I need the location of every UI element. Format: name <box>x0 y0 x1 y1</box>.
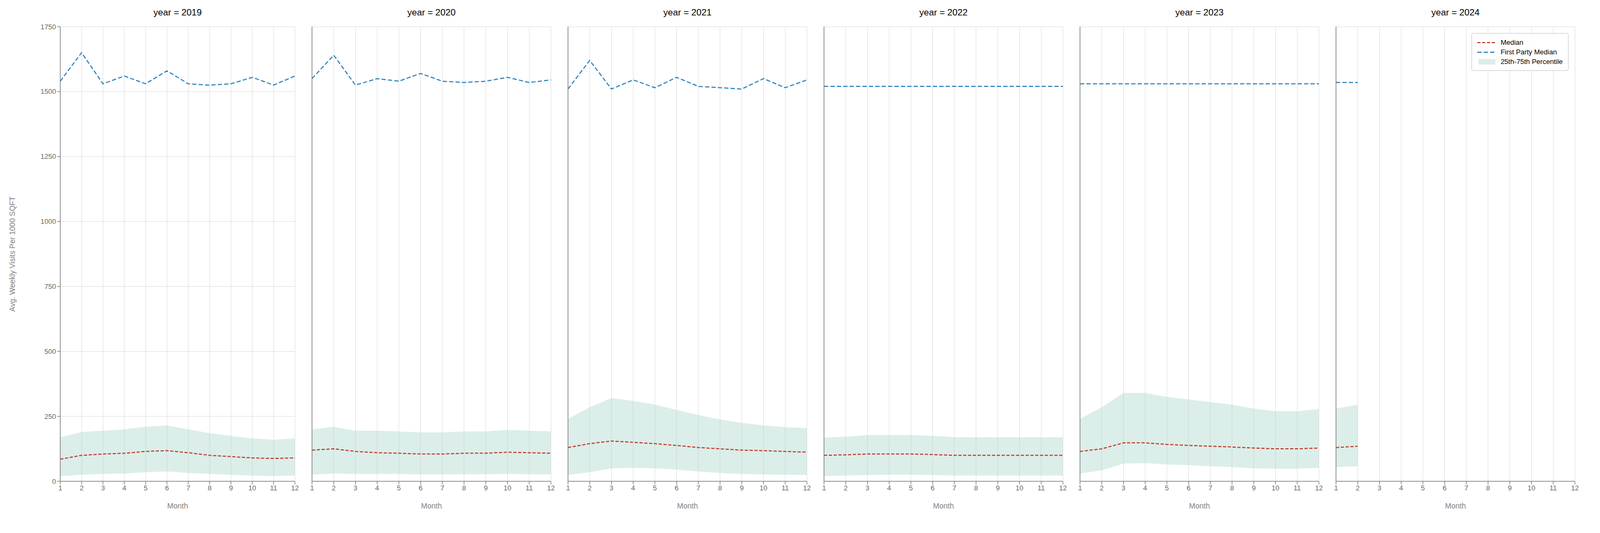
svg-text:10: 10 <box>1527 484 1535 493</box>
svg-text:9: 9 <box>1507 484 1512 493</box>
svg-text:750: 750 <box>44 282 56 291</box>
svg-text:2: 2 <box>79 484 84 493</box>
svg-text:2: 2 <box>331 484 336 493</box>
svg-text:11: 11 <box>781 484 790 493</box>
svg-text:9: 9 <box>1251 484 1256 493</box>
svg-text:Month: Month <box>167 501 189 511</box>
svg-text:2: 2 <box>587 484 592 493</box>
svg-text:5: 5 <box>1420 484 1425 493</box>
svg-text:3: 3 <box>1377 484 1382 493</box>
svg-text:4: 4 <box>375 484 380 493</box>
svg-text:8: 8 <box>461 484 466 493</box>
svg-text:500: 500 <box>44 347 56 356</box>
html-text:First Party Median: First Party Median <box>1500 48 1557 56</box>
svg-text:1: 1 <box>1077 484 1082 493</box>
svg-text:12: 12 <box>1315 484 1323 493</box>
svg-text:8: 8 <box>1485 484 1490 493</box>
svg-text:9: 9 <box>995 484 1000 493</box>
svg-text:10: 10 <box>1271 484 1279 493</box>
svg-text:2: 2 <box>1099 484 1104 493</box>
svg-text:6: 6 <box>1186 484 1191 493</box>
svg-text:1500: 1500 <box>40 87 56 96</box>
svg-text:3: 3 <box>100 484 105 493</box>
svg-text:5: 5 <box>143 484 148 493</box>
svg-text:7: 7 <box>1208 484 1213 493</box>
svg-text:8: 8 <box>717 484 722 493</box>
svg-text:9: 9 <box>483 484 488 493</box>
svg-text:0: 0 <box>52 477 56 486</box>
html-text:year = 2024: year = 2024 <box>1431 7 1480 18</box>
svg-text:5: 5 <box>908 484 913 493</box>
svg-text:1: 1 <box>821 484 826 493</box>
svg-text:5: 5 <box>652 484 657 493</box>
svg-text:1000: 1000 <box>40 217 56 226</box>
svg-text:7: 7 <box>186 484 190 493</box>
svg-text:1: 1 <box>309 484 314 493</box>
svg-text:9: 9 <box>739 484 744 493</box>
svg-text:8: 8 <box>1229 484 1234 493</box>
svg-text:10: 10 <box>503 484 511 493</box>
svg-text:10: 10 <box>759 484 767 493</box>
svg-text:10: 10 <box>248 484 256 493</box>
svg-text:250: 250 <box>44 412 56 421</box>
svg-text:1750: 1750 <box>40 22 56 31</box>
svg-text:11: 11 <box>1037 484 1046 493</box>
svg-text:5: 5 <box>1164 484 1169 493</box>
svg-text:7: 7 <box>952 484 957 493</box>
svg-text:12: 12 <box>1059 484 1067 493</box>
svg-text:11: 11 <box>269 484 278 493</box>
svg-text:4: 4 <box>1399 484 1404 493</box>
svg-text:3: 3 <box>1121 484 1126 493</box>
svg-text:12: 12 <box>547 484 555 493</box>
svg-text:4: 4 <box>122 484 126 493</box>
svg-text:1: 1 <box>565 484 570 493</box>
svg-text:7: 7 <box>696 484 701 493</box>
svg-text:4: 4 <box>1143 484 1148 493</box>
svg-text:7: 7 <box>440 484 445 493</box>
svg-text:6: 6 <box>164 484 169 493</box>
html-text:year = 2020: year = 2020 <box>407 7 456 18</box>
svg-text:6: 6 <box>674 484 679 493</box>
svg-text:9: 9 <box>228 484 233 493</box>
svg-text:12: 12 <box>1571 484 1579 493</box>
html-text:year = 2019: year = 2019 <box>153 7 202 18</box>
svg-text:12: 12 <box>803 484 811 493</box>
html-text:year = 2021: year = 2021 <box>663 7 712 18</box>
svg-text:2: 2 <box>843 484 848 493</box>
svg-text:3: 3 <box>865 484 870 493</box>
svg-text:12: 12 <box>291 484 299 493</box>
html-text:year = 2022: year = 2022 <box>919 7 968 18</box>
svg-text:10: 10 <box>1015 484 1023 493</box>
svg-text:Month: Month <box>421 501 443 511</box>
html-text:Median: Median <box>1500 38 1524 47</box>
svg-text:6: 6 <box>930 484 935 493</box>
svg-text:11: 11 <box>525 484 534 493</box>
svg-text:4: 4 <box>631 484 636 493</box>
svg-text:3: 3 <box>609 484 614 493</box>
svg-text:11: 11 <box>1549 484 1558 493</box>
svg-text:Month: Month <box>1445 501 1467 511</box>
svg-text:11: 11 <box>1293 484 1302 493</box>
svg-text:Month: Month <box>933 501 955 511</box>
svg-text:5: 5 <box>396 484 401 493</box>
svg-text:Avg. Weekly Visits Per 1000 SQ: Avg. Weekly Visits Per 1000 SQFT <box>8 196 17 312</box>
svg-text:8: 8 <box>973 484 978 493</box>
svg-text:Month: Month <box>1189 501 1211 511</box>
svg-text:6: 6 <box>418 484 423 493</box>
html-text:year = 2023: year = 2023 <box>1175 7 1224 18</box>
svg-text:1250: 1250 <box>40 152 56 161</box>
svg-text:3: 3 <box>353 484 358 493</box>
html-text:25th-75th Percentile: 25th-75th Percentile <box>1500 57 1563 66</box>
svg-text:1: 1 <box>1333 484 1338 493</box>
svg-text:2: 2 <box>1355 484 1360 493</box>
svg-text:4: 4 <box>887 484 892 493</box>
svg-text:7: 7 <box>1464 484 1469 493</box>
svg-text:8: 8 <box>207 484 212 493</box>
svg-text:Month: Month <box>677 501 699 511</box>
svg-text:1: 1 <box>58 484 62 493</box>
svg-text:6: 6 <box>1442 484 1447 493</box>
